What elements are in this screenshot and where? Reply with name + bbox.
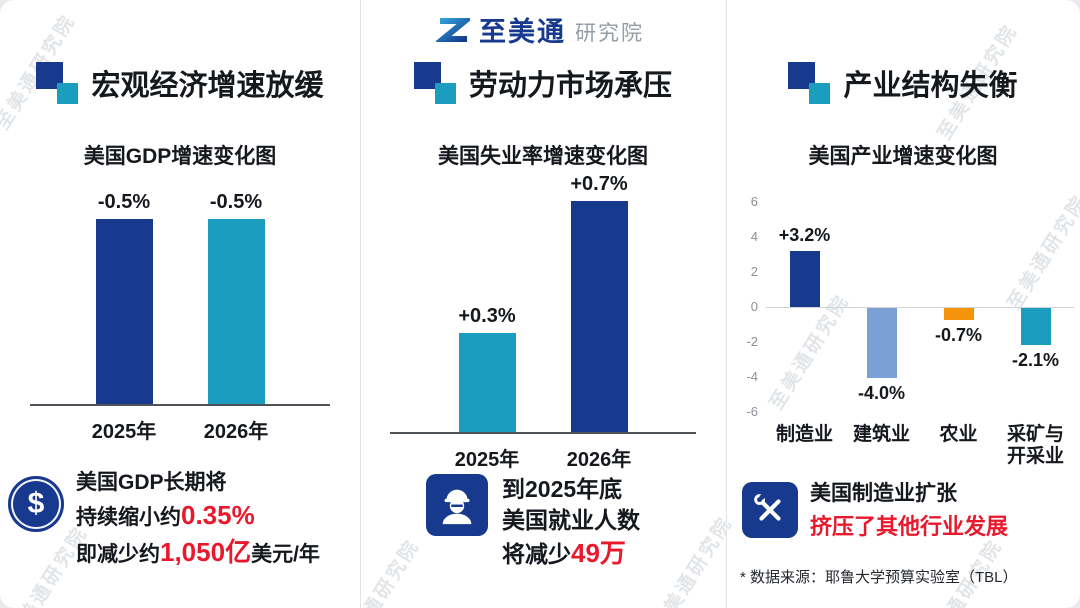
y-tick-label: 6 [750,194,758,209]
note-text: 到2025年底 美国就业人数 将减少49万 [502,474,640,571]
chart-title: 美国GDP增速变化图 [83,145,277,168]
bar-value-label: -0.7% [934,325,983,346]
panel-title-label: 产业结构失衡 [843,70,1018,102]
x-axis-labels: 2025年 2026年 [390,443,696,472]
category-label: 2026年 [203,421,269,443]
y-tick-label: -6 [746,404,758,419]
panel-divider [360,0,361,608]
y-tick-label: 2 [750,264,758,279]
bar-value-label: -4.0% [857,383,906,403]
panel-title: 产业结构失衡 [726,62,1080,104]
bar-value-label: +0.3% [458,305,516,327]
bar-construction [866,308,897,378]
brand-logo: 至美通 研究院 [0,10,1080,49]
bar-2026 [207,219,265,404]
highlight-value: 0.35% [181,500,255,531]
y-axis: 6 4 2 0 -2 -4 -6 [734,195,760,419]
y-tick-label: -2 [746,334,758,349]
bar-2025 [458,333,516,432]
bar-manufacturing [789,251,820,307]
panel-title: 宏观经济增速放缓 [0,62,360,104]
bar-value-label: +0.7% [570,173,628,195]
x-axis-labels: 制造业 建筑业 农业 采矿与 开采业 [766,424,1074,468]
note-line: 美元/年 [251,542,320,566]
brand-name: 至美通 [479,17,566,47]
bar-value-label: -2.1% [1011,349,1060,370]
y-tick-label: -4 [746,369,758,384]
industry-chart: 6 4 2 0 -2 -4 -6 +3.2% -4.0% -0.7% -2.1% [734,195,1074,480]
category-label: 2025年 [454,449,520,471]
bar-2026 [570,201,628,432]
panel-title-label: 宏观经济增速放缓 [91,70,324,102]
highlight-line: 挤压了其他行业发展 [810,513,1009,539]
note-line: 美国就业人数 [502,507,640,534]
note-text: 美国GDP长期将 持续缩小约0.35% 即减少约1,050亿美元/年 [76,468,320,570]
panel-labor-market: 劳动力市场承压 美国失业率增速变化图 +0.3% +0.7% 2025年 202… [360,0,726,608]
bar-group: -0.5% [80,192,168,404]
note-line: 将减少 [502,541,571,568]
bar-2025 [95,219,153,404]
x-axis-labels: 2025年 2026年 [30,415,330,444]
z-logo-icon [436,15,470,45]
highlight-value: 1,050亿 [160,536,252,567]
bar-group-agriculture: -0.7% [920,200,997,415]
bar-group-construction: -4.0% [843,200,920,415]
chart-plot-area: +0.3% +0.7% [390,168,696,434]
category-label: 建筑业 [852,424,910,445]
note-line: 持续缩小约 [76,506,181,530]
category-label: 2025年 [91,421,157,443]
category-label: 采矿与 开采业 [1006,424,1064,467]
summary-note: 到2025年底 美国就业人数 将减少49万 [426,474,640,571]
bar-group: -0.5% [192,192,280,404]
bar-group: +0.7% [555,174,643,432]
panel-divider [726,0,727,608]
bar-group: +0.3% [443,306,531,432]
panel-industry-structure: 产业结构失衡 美国产业增速变化图 6 4 2 0 -2 -4 -6 +3.2% -4.0% … [726,0,1080,608]
bar-group-manufacturing: +3.2% [766,200,843,415]
summary-note: 美国制造业扩张 挤压了其他行业发展 [742,478,1076,543]
note-text: 美国制造业扩张 挤压了其他行业发展 [810,478,1008,543]
unemployment-chart: +0.3% +0.7% 2025年 2026年 [390,168,696,472]
gdp-chart: -0.5% -0.5% 2025年 2026年 [30,186,330,444]
note-line: 到2025年底 [502,476,623,502]
zero-baseline [766,307,1074,308]
category-label: 农业 [939,424,978,445]
title-squares-icon [788,62,831,104]
chart-plot-area: +3.2% -4.0% -0.7% -2.1% [766,200,1074,415]
bar-agriculture [943,308,974,321]
y-tick-label: 0 [750,299,758,314]
bar-mining [1020,308,1051,345]
note-line: 即减少约 [76,542,160,566]
category-label: 制造业 [775,424,833,445]
chart-plot-area: -0.5% -0.5% [30,186,330,406]
panel-macro-economy: 宏观经济增速放缓 美国GDP增速变化图 -0.5% -0.5% 2025年 20… [0,0,360,608]
summary-note: $ 美国GDP长期将 持续缩小约0.35% 即减少约1,050亿美元/年 [8,468,358,570]
bar-value-label: +3.2% [778,225,831,245]
y-tick-label: 4 [750,229,758,244]
bar-value-label: -0.5% [209,191,263,213]
panel-title: 劳动力市场承压 [360,62,726,104]
highlight-value: 49万 [571,538,626,569]
tools-icon [742,482,798,538]
brand-suffix: 研究院 [575,21,644,45]
worker-icon [426,474,488,536]
panel-title-label: 劳动力市场承压 [468,70,672,102]
chart-title: 美国失业率增速变化图 [438,145,648,168]
title-squares-icon [413,62,456,104]
data-source-footnote: * 数据来源：耶鲁大学预算实验室（TBL） [740,569,1018,586]
note-line: 美国GDP长期将 [76,471,227,494]
title-squares-icon [36,62,79,104]
note-line: 美国制造业扩张 [810,482,957,505]
chart-title: 美国产业增速变化图 [808,145,998,168]
bar-value-label: -0.5% [97,191,151,213]
dollar-icon: $ [8,476,64,532]
bar-group-mining: -2.1% [997,200,1074,415]
category-label: 2026年 [566,449,632,471]
